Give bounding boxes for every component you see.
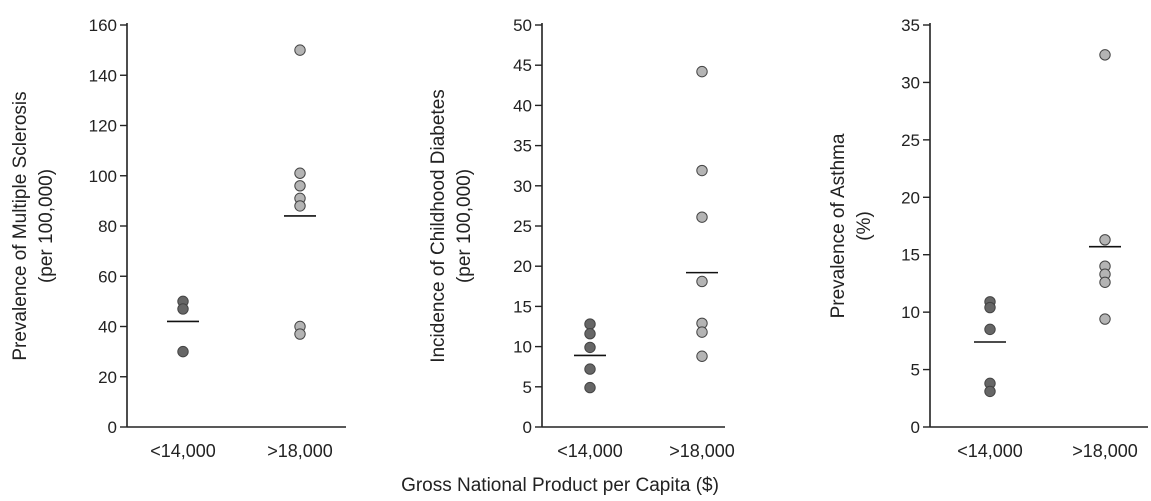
y-tick-label: 60 xyxy=(98,267,117,286)
y-tick-label: 50 xyxy=(513,16,532,35)
y-tick-label: 40 xyxy=(513,96,532,115)
x-tick-label: >18,000 xyxy=(1072,441,1138,461)
data-point xyxy=(696,350,708,362)
y-tick-label: 15 xyxy=(901,246,920,265)
data-point xyxy=(584,318,596,330)
y-tick-label: 0 xyxy=(108,418,117,437)
data-point xyxy=(584,341,596,354)
y-tick-label: 40 xyxy=(98,318,117,337)
y-axis-unit: (per 100,000) xyxy=(36,169,57,283)
y-tick-label: 30 xyxy=(513,177,532,196)
y-tick-label: 25 xyxy=(901,131,920,150)
x-tick-label: <14,000 xyxy=(557,441,623,461)
y-tick-label: 45 xyxy=(513,56,532,75)
x-tick-label: >18,000 xyxy=(669,441,735,461)
y-axis-unit: (%) xyxy=(854,211,875,241)
x-tick-label: <14,000 xyxy=(957,441,1023,461)
y-tick-label: 35 xyxy=(901,16,920,35)
y-tick-label: 15 xyxy=(513,297,532,316)
y-tick-label: 25 xyxy=(513,217,532,236)
data-point xyxy=(584,381,596,394)
y-tick-label: 20 xyxy=(513,257,532,276)
data-point xyxy=(584,328,596,340)
y-tick-label: 140 xyxy=(89,66,117,85)
x-tick-label: <14,000 xyxy=(150,441,216,461)
data-point xyxy=(177,303,189,315)
data-point xyxy=(1099,49,1111,61)
y-axis-unit: (per 100,000) xyxy=(454,169,475,283)
data-point xyxy=(294,180,306,192)
data-point xyxy=(984,385,996,398)
data-point xyxy=(984,323,996,336)
data-point xyxy=(1099,313,1111,325)
chart-panel: 0 5 10 15 20 25 30 35 <14,000 >18,000 Prevalence o… xyxy=(828,16,1148,461)
data-point xyxy=(177,345,189,358)
y-tick-label: 0 xyxy=(911,418,920,437)
y-tick-label: 10 xyxy=(901,303,920,322)
y-tick-label: 80 xyxy=(98,217,117,236)
y-tick-label: 30 xyxy=(901,73,920,92)
y-axis-title: Prevalence of Multiple Sclerosis xyxy=(10,91,31,360)
data-point xyxy=(294,167,306,179)
data-point xyxy=(696,275,708,288)
data-point xyxy=(696,65,708,78)
data-point xyxy=(984,301,996,314)
y-axis-title: Incidence of Childhood Diabetes xyxy=(428,89,449,363)
y-axis-title: Prevalence of Asthma xyxy=(828,133,849,318)
shared-x-axis-label: Gross National Product per Capita ($) xyxy=(401,475,719,496)
data-point xyxy=(696,164,708,177)
data-point xyxy=(1099,276,1111,288)
data-point xyxy=(584,363,596,375)
y-tick-label: 20 xyxy=(901,188,920,207)
y-tick-label: 100 xyxy=(89,167,117,186)
y-tick-label: 120 xyxy=(89,117,117,136)
y-tick-label: 10 xyxy=(513,338,532,357)
y-tick-label: 5 xyxy=(911,361,920,380)
data-point xyxy=(294,44,306,56)
x-tick-label: >18,000 xyxy=(267,441,333,461)
y-tick-label: 0 xyxy=(523,418,532,437)
data-point xyxy=(696,326,708,338)
y-tick-label: 35 xyxy=(513,137,532,156)
y-tick-label: 160 xyxy=(89,16,117,35)
chart-panel: 0 5 10 15 20 25 30 35 40 45 50 <14,000 >18,000 Incide… xyxy=(428,16,735,461)
data-point xyxy=(294,200,306,212)
chart-panel: 0 20 40 60 80 100 120 140 160 <14,000 >18,000 Preva… xyxy=(10,16,346,461)
data-point xyxy=(696,211,708,223)
data-point xyxy=(1099,234,1111,246)
y-tick-label: 20 xyxy=(98,368,117,387)
y-tick-label: 5 xyxy=(523,378,532,397)
data-point xyxy=(294,328,306,340)
